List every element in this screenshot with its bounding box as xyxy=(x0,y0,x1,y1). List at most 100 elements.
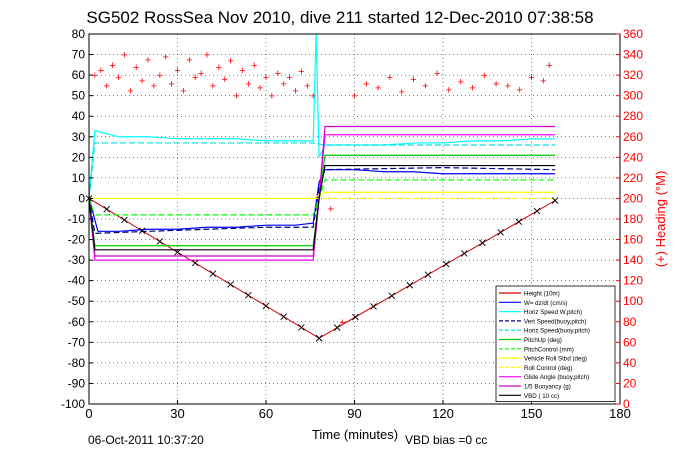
y2-tick-label: 180 xyxy=(623,212,643,226)
y-tick-label: 30 xyxy=(72,130,86,144)
heading-point: + xyxy=(133,62,139,74)
height-marker xyxy=(174,248,181,256)
y2-tick-label: 220 xyxy=(623,171,643,185)
x-tick-label: 120 xyxy=(432,406,454,421)
heading-point: + xyxy=(304,80,310,92)
x-tick-label: 60 xyxy=(259,406,273,421)
legend-entry: Glide Angle (buoy,pitch) xyxy=(524,374,589,381)
y2-tick-label: 200 xyxy=(623,191,643,205)
height-marker xyxy=(333,324,341,331)
heading-point: + xyxy=(216,62,222,74)
legend-entry: 1/5 Buoyancy (g) xyxy=(524,384,571,391)
legend-entry: Horiz Speed(buoy,pitch) xyxy=(524,328,590,335)
y-tick-label: -30 xyxy=(68,253,86,267)
heading-point: + xyxy=(469,82,475,94)
y2-tick-label: 320 xyxy=(623,68,643,82)
y-tick-label: -90 xyxy=(68,376,86,390)
heading-point: + xyxy=(540,75,546,87)
height-marker xyxy=(533,207,541,215)
height-marker xyxy=(227,281,234,288)
legend-entry: Roll Control (deg) xyxy=(524,365,573,372)
y2-tick-label: 0 xyxy=(623,397,630,411)
y2-axis-ticks: 3603403203002802602402202001801601401201… xyxy=(616,27,643,411)
heading-point: + xyxy=(239,65,245,77)
heading-point: + xyxy=(387,72,393,84)
height-marker xyxy=(515,218,523,226)
heading-point: + xyxy=(157,70,163,82)
heading-point: + xyxy=(92,70,98,82)
x-tick-label: 90 xyxy=(347,406,361,421)
y-tick-label: -10 xyxy=(68,212,86,226)
y2-tick-label: 360 xyxy=(623,27,643,41)
heading-point: + xyxy=(115,72,121,84)
x-tick-label: 30 xyxy=(170,406,184,421)
height-marker xyxy=(191,259,199,267)
height-marker xyxy=(388,292,396,300)
x-tick-label: 180 xyxy=(609,406,631,421)
series-line-horiz_buoy xyxy=(88,142,556,199)
heading-point: + xyxy=(286,72,292,84)
y-tick-label: 80 xyxy=(72,27,86,41)
height-marker xyxy=(442,260,450,268)
height-marker xyxy=(551,197,559,204)
heading-point: + xyxy=(269,91,275,103)
heading-points: + +++++++++++++++++ ++++++++++++++++++++++… xyxy=(92,50,553,329)
legend-entry: Height (10m) xyxy=(524,291,560,298)
height-marker xyxy=(479,239,486,247)
heading-point: + xyxy=(298,66,304,78)
heading-point: + xyxy=(210,80,216,92)
heading-point: + xyxy=(192,72,198,84)
heading-point: + xyxy=(221,74,227,86)
heading-point: + xyxy=(139,75,145,87)
y2-tick-label: 120 xyxy=(623,274,643,288)
height-marker xyxy=(406,281,414,289)
height-marker xyxy=(497,228,504,236)
height-marker xyxy=(424,271,432,278)
series-line-vbd xyxy=(88,164,556,251)
height-marker xyxy=(244,291,252,299)
heading-point: + xyxy=(546,60,552,72)
heading-point: + xyxy=(481,70,487,82)
y-tick-label: -100 xyxy=(61,397,85,411)
heading-point: + xyxy=(145,55,151,67)
heading-point: + xyxy=(162,52,168,64)
y2-tick-label: 240 xyxy=(623,150,643,164)
height-marker xyxy=(262,302,270,310)
y-tick-label: -80 xyxy=(68,356,86,370)
height-marker xyxy=(209,270,217,278)
y-axis-ticks: 80 70 60 50 40 30 20 10 0 -10 -20 -30 -40 -50 -60 -70 -8… xyxy=(61,27,93,411)
heading-point: + xyxy=(168,78,174,90)
heading-point: + xyxy=(363,78,369,90)
heading-point: + xyxy=(251,60,257,72)
heading-point: + xyxy=(257,82,263,94)
heading-point: + xyxy=(351,91,357,103)
heading-point: + xyxy=(280,78,286,90)
heading-point: + xyxy=(186,55,192,67)
heading-point: + xyxy=(457,76,463,88)
heading-point: + xyxy=(233,91,239,103)
heading-point: + xyxy=(204,50,210,62)
x-tick-label: 150 xyxy=(521,406,543,421)
chart-title: SG502 RossSea Nov 2010, dive 211 started… xyxy=(86,8,593,27)
heading-point: + xyxy=(410,74,416,86)
y-tick-label: 70 xyxy=(72,48,86,62)
y-tick-label: -20 xyxy=(68,233,86,247)
heading-point: + xyxy=(275,68,281,80)
y-tick-label: 20 xyxy=(72,150,86,164)
legend-entry: Vehicle Roll Stbd (deg) xyxy=(524,356,587,363)
height-marker xyxy=(280,313,288,321)
y2-tick-label: 260 xyxy=(623,130,643,144)
x-axis-label: Time (minutes) xyxy=(312,427,398,442)
series-line-w xyxy=(88,169,556,232)
y-tick-label: 60 xyxy=(72,68,86,82)
y-tick-label: -60 xyxy=(68,315,86,329)
heading-point: + xyxy=(446,85,452,97)
y-tick-label: -70 xyxy=(68,335,86,349)
heading-point: + xyxy=(180,86,186,98)
heading-point: + xyxy=(109,60,115,72)
y2-tick-label: 300 xyxy=(623,89,643,103)
height-marker xyxy=(298,324,305,331)
legend-entry: PitchUp (deg) xyxy=(524,337,562,344)
y2-tick-label: 100 xyxy=(623,294,643,308)
